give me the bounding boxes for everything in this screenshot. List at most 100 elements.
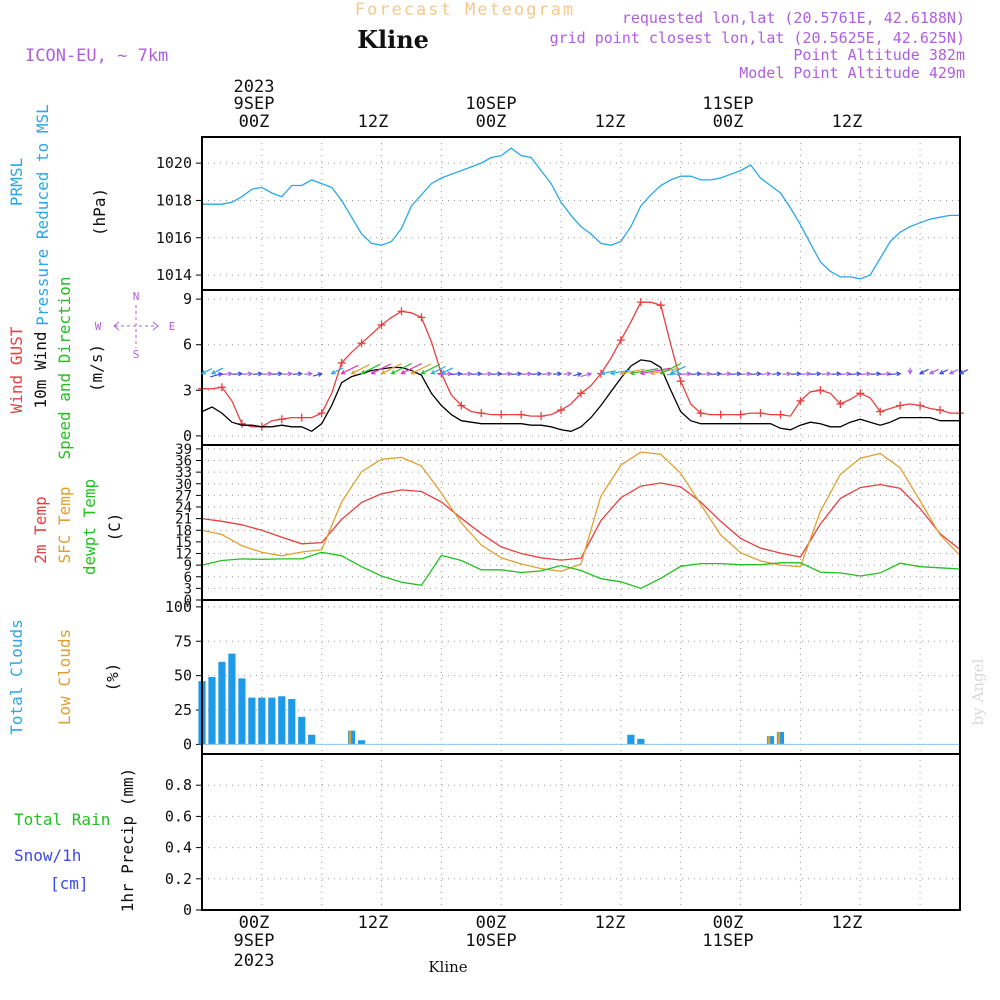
total-clouds-bar (238, 678, 246, 745)
y-tick-label: 0.4 (165, 839, 192, 857)
y-tick-label: 33 (175, 465, 192, 481)
total-clouds-bar (288, 699, 296, 745)
wind-barb (660, 362, 682, 375)
wind-barb (438, 372, 452, 376)
wind-barb (750, 372, 761, 376)
wind-barb (491, 372, 502, 376)
gust-marker (457, 401, 466, 410)
total-clouds-bar (308, 734, 316, 745)
gust-marker (497, 410, 506, 419)
wind-barb-head (330, 369, 336, 375)
low-clouds-bar (767, 736, 771, 745)
t2m-label: 2m Temp (31, 496, 50, 563)
wind-barb (949, 369, 959, 375)
total-clouds-bar (258, 697, 266, 745)
model-label: ICON-EU, ~ 7km (25, 46, 168, 66)
top-year-label: 2023 (234, 77, 275, 97)
wind-barb-head (360, 369, 366, 375)
wind-10m-label: 10m Wind (31, 331, 50, 408)
wind-barb-head (716, 371, 722, 377)
y-tick-label: 1018 (156, 191, 192, 209)
wind-barb-head (350, 369, 356, 375)
wind-barb (282, 372, 292, 375)
wind-barb (929, 368, 939, 375)
wind-barb (919, 368, 929, 375)
wind-barb-head (576, 372, 583, 377)
gust-marker (217, 383, 226, 392)
y-tick-label: 100 (165, 598, 192, 616)
panel-frame (201, 599, 961, 755)
wind-barb-head (517, 371, 523, 377)
top-tick-12z-3: 12Z (832, 112, 863, 132)
wind-barb-head (816, 371, 822, 377)
wind-barb-head (400, 369, 406, 375)
wind-barb-head (200, 369, 207, 375)
wind-barb-head (237, 371, 244, 377)
wind-barb-head (599, 370, 605, 376)
wind-barbs (200, 362, 969, 378)
wind-barb (511, 372, 522, 376)
gust-marker (537, 412, 546, 421)
gust-marker (756, 409, 765, 418)
y-tick-label: 36 (175, 454, 192, 470)
gust-marker (636, 298, 645, 307)
wind-barb-head (557, 371, 563, 377)
total-clouds-bar (357, 740, 366, 745)
y-tick-label: 39 (175, 442, 192, 458)
panel-precip: 0 0.2 0.4 0.6 0.8 (165, 753, 961, 919)
wind-barb-head (247, 371, 254, 377)
wind-barb (531, 372, 542, 376)
wind-barb-head (420, 369, 426, 375)
y-tick-label: 30 (175, 477, 192, 493)
total-clouds-bar (348, 730, 356, 745)
compass-e-arrow (152, 321, 159, 331)
compass-n: N (133, 290, 140, 303)
gust-marker (297, 413, 306, 422)
wind-barb (959, 369, 969, 375)
pressure-unit: (hPa) (90, 188, 109, 236)
wind-barb-head (796, 371, 802, 377)
wind-barb-head (340, 369, 346, 375)
wind-barb-head (390, 369, 396, 375)
wind-barb-head (826, 371, 832, 377)
point-altitude: Point Altitude 382m (793, 46, 965, 64)
total-clouds-bar (278, 696, 286, 745)
wind-barb-head (806, 371, 812, 377)
total-clouds-bar (208, 677, 216, 745)
wind-barb (720, 372, 731, 376)
wind-barb (542, 372, 552, 375)
wind-barb-head (277, 371, 284, 377)
total-rain-label: Total Rain (14, 810, 110, 829)
wind-barb (888, 372, 901, 376)
wind-barb-head (696, 371, 702, 377)
bottom-tick-00z-2: 00Z (476, 913, 507, 933)
wind-barb-head (380, 369, 386, 375)
bottom-tick-12z-2: 12Z (595, 913, 626, 933)
gust-marker (616, 336, 625, 345)
top-day-label-3: 11SEP (702, 94, 753, 114)
wind-barb (859, 372, 871, 376)
total-clouds-bar (766, 736, 775, 745)
wind-barb (772, 372, 781, 375)
wind-barb-head (297, 371, 303, 377)
2m-temp-line (201, 482, 961, 561)
y-tick-label: 9 (183, 290, 192, 308)
panel-frame (201, 753, 961, 911)
wind-barb-head (726, 371, 732, 377)
wind-barb (760, 372, 771, 376)
top-tick-00z-2: 00Z (476, 112, 507, 132)
gust-marker (936, 406, 945, 415)
wind-barb-head (938, 369, 945, 375)
wind-barb-head (928, 369, 935, 375)
compass-w: W (95, 320, 102, 333)
wind-barb-head (537, 371, 543, 377)
10m-wind-line (201, 359, 960, 433)
wind-barb-head (447, 371, 453, 377)
gust-marker (796, 396, 805, 405)
wind-barb (361, 363, 381, 375)
y-tick-label: 0.2 (165, 870, 192, 888)
wind-barb-head (457, 371, 463, 377)
wind-barb (870, 372, 881, 376)
